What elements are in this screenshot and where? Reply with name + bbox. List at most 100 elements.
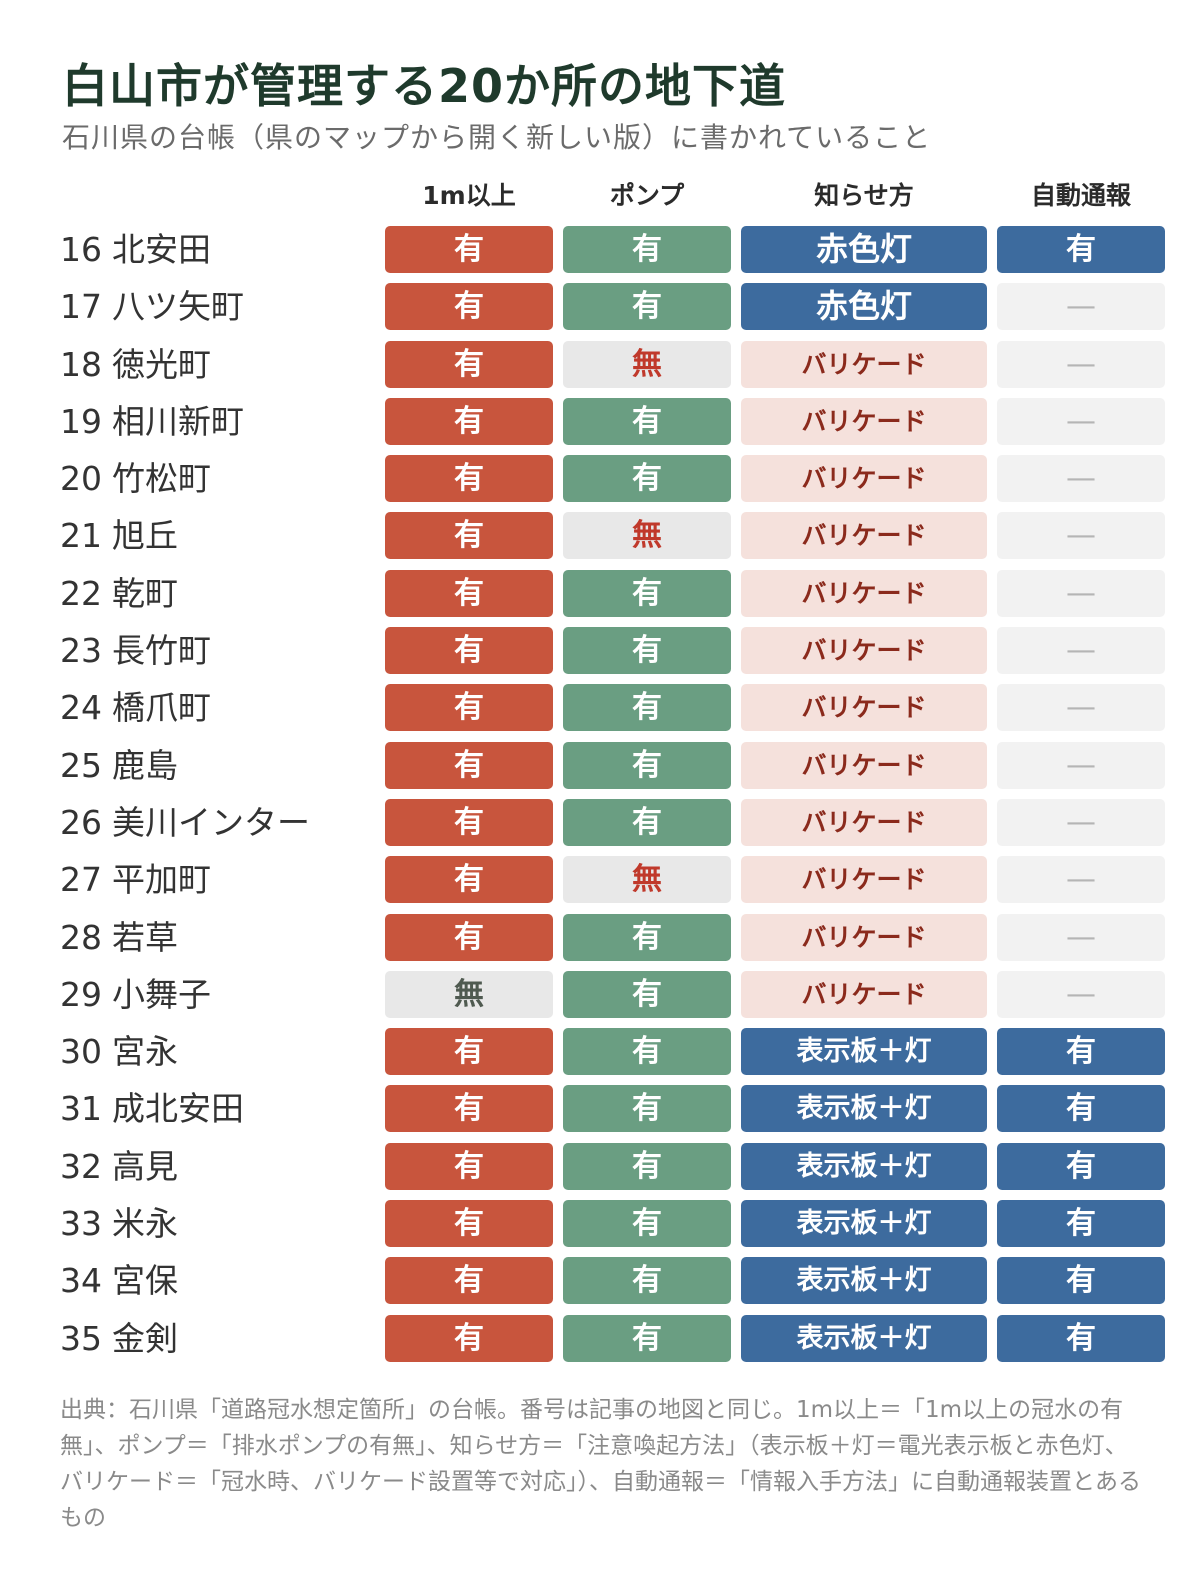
- chart-subtitle: 石川県の台帳（県のマップから開く新しい版）に書かれていること: [62, 121, 932, 154]
- table-cell: 表示板＋灯: [741, 1200, 987, 1248]
- table-row: 25 鹿島有有バリケード —: [0, 741, 1200, 799]
- table-row: 29 小舞子 無有バリケード —: [0, 970, 1200, 1028]
- underpass-number: 35: [60, 1318, 102, 1358]
- table-cell: バリケード: [741, 569, 987, 617]
- underpass-name: 17 八ツ矢町: [60, 283, 244, 330]
- table-cell: 表示板＋灯: [741, 1314, 987, 1362]
- table-cell: —: [997, 684, 1165, 732]
- table-row: 19 相川新町有有バリケード —: [0, 397, 1200, 455]
- table-cell: —: [997, 455, 1165, 503]
- table-cell: —: [997, 283, 1165, 331]
- table-cell: 有: [385, 913, 553, 961]
- table-cell: 無: [563, 340, 731, 388]
- table-row: 30 宮永有有表示板＋灯有: [0, 1028, 1200, 1085]
- table-cell: 無: [563, 856, 731, 904]
- table-cell: 有: [997, 1142, 1165, 1190]
- table-cell: 有: [563, 569, 731, 617]
- underpass-number: 16: [60, 230, 102, 269]
- table-cell: バリケード: [741, 798, 987, 846]
- underpass-label: 宮永: [112, 1032, 178, 1072]
- underpass-name: 32 高見: [60, 1143, 178, 1190]
- table-cell: 有: [385, 627, 553, 675]
- underpass-label: 橋爪町: [112, 688, 211, 728]
- table-row: 33 米永有有表示板＋灯有: [0, 1200, 1200, 1257]
- table-cell: 有: [563, 970, 731, 1018]
- underpass-name: 16 北安田: [60, 226, 211, 273]
- table-cell: —: [997, 913, 1165, 961]
- table-row: 26 美川インター有有バリケード —: [0, 798, 1200, 856]
- table-cell: 表示板＋灯: [741, 1142, 987, 1190]
- underpass-name: 25 鹿島: [60, 742, 178, 789]
- table-cell: 有: [997, 1028, 1165, 1076]
- underpass-name: 18 徳光町: [60, 341, 211, 388]
- table-cell: —: [997, 970, 1165, 1018]
- table-cell: 有: [563, 455, 731, 503]
- underpass-label: 小舞子: [112, 974, 211, 1014]
- table-row: 22 乾町有有バリケード —: [0, 569, 1200, 627]
- underpass-label: 竹松町: [112, 459, 211, 499]
- underpass-name: 34 宮保: [60, 1257, 178, 1304]
- underpass-label: 金剣: [112, 1318, 178, 1358]
- table-cell: —: [997, 741, 1165, 789]
- underpass-name: 26 美川インター: [60, 799, 310, 846]
- underpass-number: 17: [60, 287, 102, 327]
- table-row: 21 旭丘 有無バリケード —: [0, 512, 1200, 569]
- table-cell: 有: [997, 1257, 1165, 1305]
- table-cell: 有: [385, 1085, 553, 1133]
- table-cell: 有: [563, 1314, 731, 1362]
- table-cell: 有: [563, 1142, 731, 1190]
- table-cell: 有: [563, 798, 731, 846]
- table-cell: 有: [385, 1142, 553, 1190]
- table-cell: 有: [385, 340, 553, 388]
- underpass-name: 33 米永: [60, 1200, 178, 1247]
- source-note: 出典：石川県「道路冠水想定箇所」の台帳。番号は記事の地図と同じ。1m以上＝「1m…: [60, 1397, 1141, 1531]
- underpass-number: 22: [60, 573, 102, 613]
- table-cell: 有: [385, 684, 553, 732]
- underpass-number: 34: [60, 1261, 102, 1301]
- table-cell: バリケード: [741, 340, 987, 388]
- underpass-label: 長竹町: [112, 631, 211, 671]
- underpass-label: 旭丘: [112, 516, 178, 556]
- underpass-label: 鹿島: [112, 745, 178, 785]
- underpass-label: 宮保: [112, 1261, 178, 1301]
- underpass-name: 30 宮永: [60, 1028, 178, 1075]
- table-cell: バリケード: [741, 455, 987, 503]
- underpass-name: 28 若草: [60, 914, 178, 961]
- table-cell: 有: [385, 741, 553, 789]
- column-header-1m: 1m以上: [422, 181, 516, 210]
- underpass-number: 29: [60, 974, 102, 1014]
- table-cell: 有: [563, 1257, 731, 1305]
- table-cell: 赤色灯: [741, 226, 987, 273]
- table-cell: 有: [563, 913, 731, 961]
- table-row: 35 金剣有有表示板＋灯有: [0, 1314, 1200, 1372]
- table-row: 20 竹松町有有バリケード —: [0, 455, 1200, 512]
- table-cell: 表示板＋灯: [741, 1028, 987, 1076]
- underpass-label: 平加町: [112, 860, 211, 900]
- underpass-name: 35 金剣: [60, 1315, 178, 1362]
- underpass-number: 24: [60, 688, 102, 728]
- table-body: 16 北安田有有赤色灯有 17 八ツ矢町有有赤色灯 —18 徳光町有無バリケード —19 相川…: [0, 226, 1200, 1372]
- underpass-label: 米永: [112, 1204, 178, 1244]
- table-cell: バリケード: [741, 512, 987, 560]
- table-row: 34 宮保有有表示板＋灯有: [0, 1257, 1200, 1314]
- table-cell: バリケード: [741, 397, 987, 445]
- table-cell: —: [997, 512, 1165, 560]
- table-cell: 有: [385, 512, 553, 560]
- underpass-label: 若草: [112, 917, 178, 957]
- table-cell: バリケード: [741, 913, 987, 961]
- underpass-label: 北安田: [112, 230, 211, 269]
- table-cell: 有: [563, 1085, 731, 1133]
- table-row: 16 北安田有有赤色灯有: [0, 226, 1200, 283]
- table-cell: 表示板＋灯: [741, 1085, 987, 1133]
- underpass-number: 28: [60, 917, 102, 957]
- underpass-number: 18: [60, 344, 102, 384]
- table-cell: バリケード: [741, 856, 987, 904]
- table-cell: 有: [563, 1028, 731, 1076]
- column-header-pump: ポンプ: [609, 181, 685, 210]
- underpass-label: 徳光町: [112, 344, 211, 384]
- table-cell: 有: [997, 226, 1165, 273]
- table-cell: 有: [385, 283, 553, 331]
- underpass-number: 31: [60, 1089, 102, 1129]
- table-cell: バリケード: [741, 741, 987, 789]
- underpass-label: 八ツ矢町: [112, 287, 244, 327]
